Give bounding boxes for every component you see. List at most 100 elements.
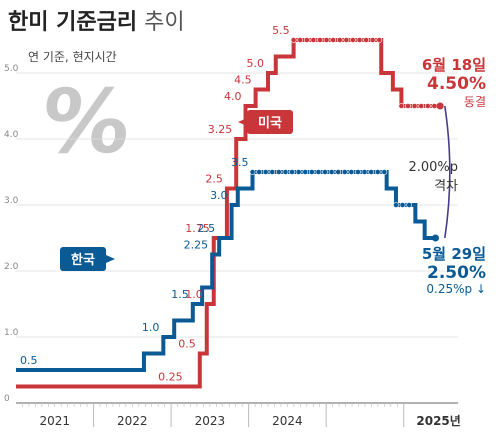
hold-dot [393,202,399,208]
hold-dot [249,169,256,175]
badge-pointer [106,255,115,263]
hold-dot [302,169,309,175]
y-tick-label: 3.0 [4,196,19,206]
y-tick-label: 4.0 [4,130,19,140]
kr-date: 5월 29일 [421,245,486,263]
data-label: 1.5 [171,288,189,301]
hold-dot [424,103,431,109]
data-label: 4.0 [224,90,242,103]
data-label: 3.0 [210,189,228,202]
kr-note: 0.25%p ↓ [426,282,486,296]
hold-dot [315,169,322,175]
hold-dot [343,37,350,43]
y-tick-label: 1.0 [4,328,19,338]
hold-dot [308,169,315,175]
series-badge: 한국 [60,247,115,271]
hold-dot [317,37,323,43]
badge-pointer [238,118,247,126]
hold-dot [381,169,388,175]
gap-bracket [444,105,451,239]
badge-label: 미국 [258,115,282,131]
data-label: 0.5 [178,338,196,351]
x-tick-label: 2021 [39,414,70,428]
gap-annotation: 2.00%p 격차 [408,160,458,194]
x-axis-ticks: 2021 2022 2023 2024 2025년 [16,402,461,428]
data-label: 2.5 [205,173,223,186]
chart-title-main: 한미 기준금리 [8,10,138,35]
data-label: 3.5 [231,156,249,169]
series-line-us [16,38,441,389]
series-line-kr [16,170,436,372]
series-end-point [432,234,440,242]
hold-dot [289,169,295,175]
hold-dot [275,169,282,175]
hold-dot [363,37,370,43]
hold-dot [297,37,304,43]
data-labels: 0.250.51.01.752.53.254.04.55.05.50.51.01… [20,24,290,384]
kr-rate: 2.50% [427,263,486,283]
data-label: 0.5 [20,354,38,367]
hold-dot [374,169,381,175]
hold-dot [406,202,413,208]
kr-annotation: 5월 29일 2.50% 0.25%p ↓ [422,243,486,296]
y-tick-label: 2.0 [4,262,19,272]
data-label: 5.0 [247,57,265,70]
y-tick-label: 0 [4,394,10,404]
hold-dot [336,37,343,43]
badge-label: 한국 [71,252,95,268]
hold-dot [295,169,302,175]
hold-dot [262,169,269,175]
data-label: 0.25 [158,371,183,384]
hold-dot [356,37,363,43]
hold-dot [411,103,418,109]
chart-title-sub: 추이 [144,10,185,35]
data-label: 5.5 [272,24,290,37]
x-tick-label: 2024 [272,414,303,428]
hold-dot [369,37,376,43]
hold-dot [323,37,330,43]
hold-dot [330,37,337,43]
hold-dot [322,169,328,175]
chart-subtitle: 연 기준, 현지시간 [28,50,117,64]
hold-dot [418,103,425,109]
hold-dot [269,169,276,175]
y-axis-ticks: 0 1.0 2.0 3.0 4.0 5.0 [4,64,19,404]
chart-title: 한미 기준금리 추이 [8,4,185,36]
hold-dot [282,169,289,175]
badge-box [60,247,106,271]
hold-dot [361,169,368,175]
data-label: 1.0 [142,321,160,334]
hold-dot [399,202,406,208]
series-badge: 미국 [238,110,293,134]
series-lines [16,37,444,389]
hold-dot [376,37,383,43]
hold-dot [368,169,375,175]
hold-dot [405,103,411,109]
x-tick-label: 2025년 [416,414,460,428]
data-label: 1.0 [185,288,203,301]
data-label: 1.75 [185,222,210,235]
data-label: 3.25 [208,123,233,136]
grid-lines [16,72,458,404]
us-annotation: 6월 18일 4.50% 동결 [422,54,486,110]
badge-box [247,110,293,134]
hold-dot [290,37,297,43]
us-rate: 4.50% [427,74,486,94]
hold-dot [398,103,405,109]
x-tick-label: 2022 [117,414,148,428]
hold-dot [310,37,317,43]
hold-dot [256,169,262,175]
hold-dot [355,169,361,175]
data-label: 2.25 [184,239,209,252]
hold-dot [341,169,348,175]
gap-arc [444,105,451,239]
data-label: 2.5 [198,222,216,235]
us-date: 6월 18일 [421,56,486,74]
gap-label: 격차 [434,179,458,194]
hold-dot [303,37,310,43]
data-label: 4.5 [234,74,252,87]
hold-dot [348,169,355,175]
series-end-point [436,102,444,110]
